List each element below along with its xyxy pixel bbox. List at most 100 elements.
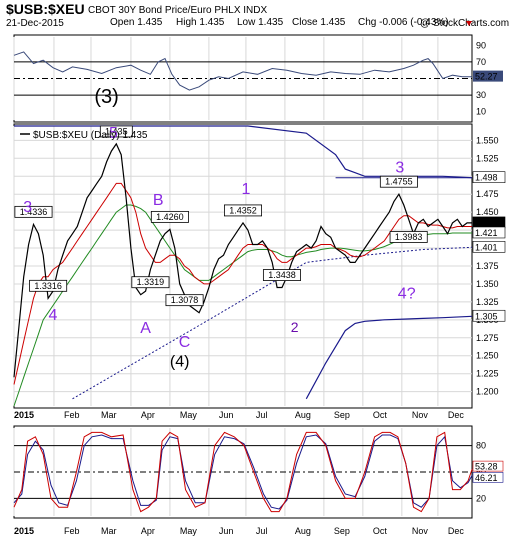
down-triangle-icon [466, 21, 472, 26]
peak-label-box [150, 210, 189, 223]
stoch-fast-line [13, 431, 473, 513]
month-tick-label: Nov [412, 526, 429, 536]
stoch-tick-label: 50 [476, 467, 486, 477]
symbol-title: $USB:$XEU [6, 1, 85, 17]
channel-lower-line [305, 315, 473, 400]
peak-label-box [99, 125, 133, 138]
rsi-line [13, 51, 472, 91]
month-tick-label: Jul [256, 526, 268, 536]
month-tick-label: Feb [64, 410, 80, 420]
month-tick-label: Nov [412, 410, 429, 420]
month-tick-label: Jun [219, 526, 234, 536]
quote-low: Low 1.435 [237, 17, 284, 28]
peak-label: 1.4352 [229, 205, 257, 215]
stoch-value-badge [472, 472, 504, 483]
month-tick-label: 2015 [14, 526, 34, 536]
price-tick-label: 1.325 [476, 297, 499, 307]
quote-change: Chg -0.006 (-0.43%) [358, 17, 449, 28]
peak-label-box [165, 294, 204, 307]
peak-label-box [389, 231, 428, 243]
price-badge-label: 1.435 [475, 218, 498, 228]
peak-label: 1.3316 [34, 281, 62, 291]
month-tick-label: Apr [141, 526, 155, 536]
price-badge [472, 241, 506, 253]
price-badge [472, 309, 506, 322]
month-tick-label: Jul [256, 410, 268, 420]
rsi-tick-label: 90 [476, 40, 486, 50]
month-tick-label: Feb [64, 526, 80, 536]
month-tick-label: May [180, 410, 198, 420]
peak-label: 1.3438 [268, 270, 296, 280]
month-tick-label: Sep [334, 526, 350, 536]
peak-label-box [29, 279, 68, 292]
watermark: @ StockCharts.com [420, 18, 509, 29]
wave-label: 5 [109, 125, 118, 142]
stoch-value-label: 53.28 [475, 462, 498, 472]
price-tick-label: 1.250 [476, 351, 499, 361]
wave-label: C [179, 334, 191, 351]
price-badge [472, 226, 506, 239]
price-tick-label: 1.200 [476, 387, 499, 397]
peak-label-box [131, 276, 170, 289]
price-badge-label: 1.498 [475, 173, 498, 183]
quote-high: High 1.435 [176, 17, 225, 28]
price-tick-label: 1.450 [476, 207, 499, 217]
chart-date: 21-Dec-2015 [6, 18, 64, 29]
price-tick-label: 1.550 [476, 135, 499, 145]
wave-label: 4 [49, 307, 58, 324]
wave-label: B [153, 192, 164, 209]
peak-label-box [379, 175, 418, 188]
month-tick-label: Mar [101, 410, 117, 420]
ma-short-line [13, 182, 472, 385]
price-badge-label: 1.305 [475, 311, 498, 321]
wave-label: 2 [291, 319, 299, 335]
month-tick-label: Sep [334, 410, 350, 420]
peak-label: 1.435 [105, 126, 128, 136]
price-tick-label: 1.475 [476, 189, 499, 199]
peak-label-box [14, 205, 53, 218]
rsi-tick-label: 70 [476, 57, 486, 67]
month-tick-label: 2015 [14, 410, 34, 420]
price-tick-label: 1.275 [476, 333, 499, 343]
rsi-tick-label: 30 [476, 90, 486, 100]
rsi-tick-label: 10 [476, 107, 486, 117]
peak-label: 1.4755 [385, 177, 413, 187]
price-badge-label: 1.421 [475, 228, 498, 238]
month-tick-label: Apr [141, 410, 155, 420]
quote-open: Open 1.435 [110, 17, 163, 28]
trendline [72, 246, 473, 400]
rsi-value-badge [473, 70, 503, 82]
peak-label: 1.4336 [20, 207, 48, 217]
price-tick-label: 1.225 [476, 369, 499, 379]
peak-label-box [223, 204, 262, 217]
stoch-tick-label: 20 [476, 493, 486, 503]
rsi-value-label: 52.27 [475, 72, 498, 82]
peak-label: 1.4260 [156, 212, 184, 222]
month-tick-label: Oct [373, 526, 388, 536]
wave-label: 1 [241, 181, 250, 198]
wave-label: 3 [23, 199, 32, 216]
price-tick-label: 1.525 [476, 153, 499, 163]
symbol-description: CBOT 30Y Bond Price/Euro PHLX INDX [88, 5, 267, 16]
peak-label-box [262, 269, 301, 281]
month-tick-label: Aug [295, 410, 311, 420]
peak-label: 1.3078 [171, 295, 199, 305]
month-tick-label: Aug [295, 526, 311, 536]
price-badge-label: 1.401 [475, 242, 498, 252]
month-tick-label: Oct [373, 410, 388, 420]
price-line [13, 142, 472, 378]
price-tick-label: 1.375 [476, 261, 499, 271]
quote-close: Close 1.435 [292, 17, 346, 28]
peak-label: 1.3983 [395, 232, 423, 242]
wave-label: 4? [398, 285, 416, 302]
month-tick-label: Jun [219, 410, 234, 420]
price-tick-label: 1.350 [476, 279, 499, 289]
peak-label: 1.3319 [137, 277, 165, 287]
wave-label: (4) [170, 354, 190, 371]
stoch-value-label: 46.21 [475, 473, 498, 483]
month-tick-label: Dec [448, 526, 465, 536]
price-badge [472, 171, 506, 183]
stoch-value-badge [472, 460, 504, 472]
month-tick-label: Mar [101, 526, 117, 536]
